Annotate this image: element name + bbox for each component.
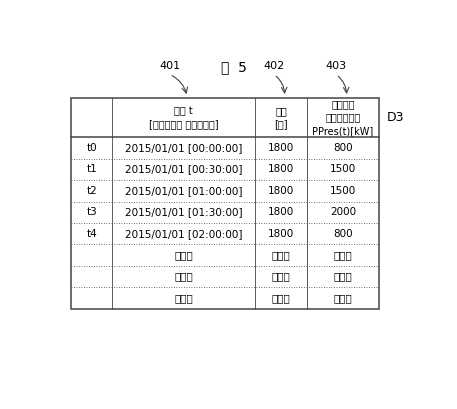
Text: 1800: 1800 xyxy=(268,229,294,238)
Text: ・・・: ・・・ xyxy=(334,272,352,281)
Text: 2015/01/01 [01:30:00]: 2015/01/01 [01:30:00] xyxy=(125,207,243,217)
Bar xyxy=(71,98,379,308)
Text: 800: 800 xyxy=(333,229,353,238)
Text: 1800: 1800 xyxy=(268,186,294,196)
Text: t2: t2 xyxy=(86,186,97,196)
Text: ・・・: ・・・ xyxy=(175,250,193,260)
Text: t3: t3 xyxy=(86,207,97,217)
Text: 2000: 2000 xyxy=(330,207,356,217)
Text: ・・・: ・・・ xyxy=(272,272,291,281)
Text: 1800: 1800 xyxy=(268,207,294,217)
Text: t1: t1 xyxy=(86,164,97,174)
Text: ・・・: ・・・ xyxy=(334,250,352,260)
Text: ・・・: ・・・ xyxy=(272,293,291,303)
Text: 2015/01/01 [00:30:00]: 2015/01/01 [00:30:00] xyxy=(125,164,243,174)
Text: D3: D3 xyxy=(387,111,404,124)
Text: 2015/01/01 [01:00:00]: 2015/01/01 [01:00:00] xyxy=(125,186,243,196)
Text: 図  5: 図 5 xyxy=(221,60,247,74)
Text: 期間
[秒]: 期間 [秒] xyxy=(274,106,288,129)
Text: 1800: 1800 xyxy=(268,164,294,174)
Text: ・・・: ・・・ xyxy=(175,272,193,281)
Text: ・・・: ・・・ xyxy=(175,293,193,303)
Text: 403: 403 xyxy=(325,61,346,71)
Text: 2015/01/01 [00:00:00]: 2015/01/01 [00:00:00] xyxy=(125,143,242,153)
Text: 800: 800 xyxy=(333,143,353,153)
Text: 発電設備
予備力計画値
PPres(t)[kW]: 発電設備 予備力計画値 PPres(t)[kW] xyxy=(313,99,374,136)
Text: 2015/01/01 [02:00:00]: 2015/01/01 [02:00:00] xyxy=(125,229,243,238)
Text: 1500: 1500 xyxy=(330,186,356,196)
Text: t0: t0 xyxy=(86,143,97,153)
Text: t4: t4 xyxy=(86,229,97,238)
Text: 1800: 1800 xyxy=(268,143,294,153)
Text: ・・・: ・・・ xyxy=(272,250,291,260)
Text: 1500: 1500 xyxy=(330,164,356,174)
Text: 時刻 t
[年／月／日 時：分：秒]: 時刻 t [年／月／日 時：分：秒] xyxy=(149,106,218,129)
Text: ・・・: ・・・ xyxy=(334,293,352,303)
Text: 402: 402 xyxy=(263,61,285,71)
Text: 401: 401 xyxy=(159,61,180,71)
